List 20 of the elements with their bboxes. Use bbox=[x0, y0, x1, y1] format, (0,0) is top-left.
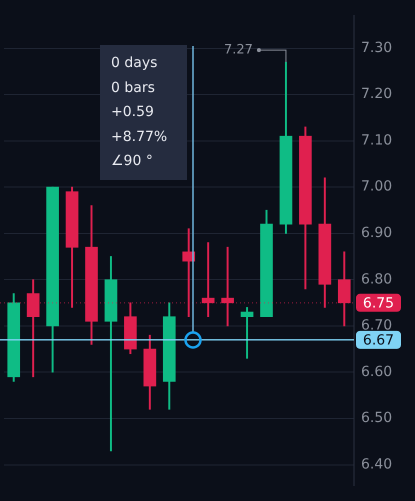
y-tick-label: 7.30 bbox=[361, 40, 392, 56]
y-tick-label: 7.20 bbox=[361, 86, 392, 102]
annotation: 7.27 bbox=[224, 42, 253, 58]
y-tick-label: 6.40 bbox=[361, 456, 392, 472]
ref-line-label: 6.75 bbox=[362, 295, 394, 312]
y-tick-label: 7.00 bbox=[361, 178, 392, 195]
y-tick-label: 6.90 bbox=[361, 225, 392, 242]
y-tick-label: 7.10 bbox=[361, 132, 392, 148]
y-tick-label: 6.60 bbox=[361, 364, 392, 380]
annotation: ∠90 ° bbox=[111, 152, 154, 171]
candlestick bbox=[221, 246, 234, 326]
annotation: +8.77% bbox=[111, 128, 168, 146]
annotation: 0 bars bbox=[111, 78, 156, 98]
annotation: +0.59 bbox=[111, 103, 155, 122]
y-tick-label: 6.70 bbox=[361, 318, 392, 334]
annotation: 0 days bbox=[111, 54, 158, 73]
y-tick-label: 6.80 bbox=[361, 271, 392, 288]
ref-line-label: 6.67 bbox=[362, 332, 394, 348]
y-tick-label: 6.50 bbox=[361, 410, 392, 426]
candlestick bbox=[202, 242, 214, 318]
